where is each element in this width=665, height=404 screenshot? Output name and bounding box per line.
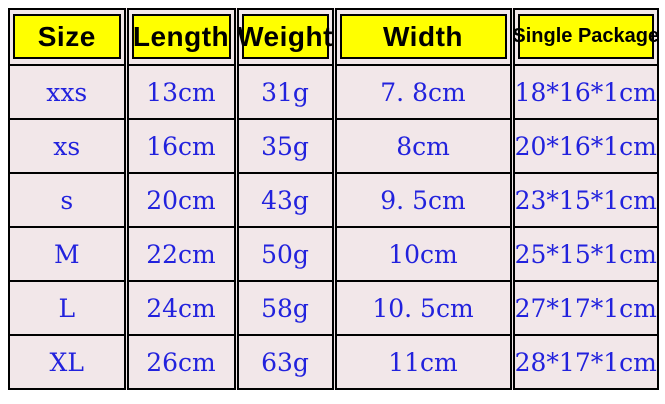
cell-weight: 31g xyxy=(233,64,334,120)
column-header-size: Size xyxy=(9,8,126,66)
cell-weight: 50g xyxy=(233,226,334,282)
column-header-length: Length xyxy=(123,8,236,66)
cell-length: 20cm xyxy=(123,172,236,228)
column-header-width: Width xyxy=(331,8,512,66)
cell-width: 11cm xyxy=(331,334,512,390)
table-row-xs: xs 16cm 35g 8cm 20*16*1cm xyxy=(9,118,658,174)
header-label-weight: Weight xyxy=(237,14,332,59)
table-row-xl: XL 26cm 63g 11cm 28*17*1cm xyxy=(9,334,658,390)
cell-weight: 35g xyxy=(233,118,334,174)
cell-size: xs xyxy=(9,118,126,174)
cell-size: L xyxy=(9,280,126,336)
cell-width: 10cm xyxy=(331,226,512,282)
cell-package: 20*16*1cm xyxy=(509,118,658,174)
cell-length: 22cm xyxy=(123,226,236,282)
column-header-weight: Weight xyxy=(233,8,334,66)
cell-length: 13cm xyxy=(123,64,236,120)
header-label-width: Width xyxy=(339,14,507,59)
cell-size: M xyxy=(9,226,126,282)
table-row-xxs: xxs 13cm 31g 7. 8cm 18*16*1cm xyxy=(9,64,658,120)
header-label-single-package: Single Package xyxy=(512,14,659,59)
cell-package: 28*17*1cm xyxy=(509,334,658,390)
cell-weight: 63g xyxy=(233,334,334,390)
cell-width: 9. 5cm xyxy=(331,172,512,228)
cell-width: 10. 5cm xyxy=(331,280,512,336)
table-row-m: M 22cm 50g 10cm 25*15*1cm xyxy=(9,226,658,282)
size-chart-table: Size Length Weight Width Single Package … xyxy=(8,8,659,390)
cell-package: 25*15*1cm xyxy=(509,226,658,282)
cell-width: 8cm xyxy=(331,118,512,174)
cell-length: 26cm xyxy=(123,334,236,390)
column-header-single-package: Single Package xyxy=(509,8,659,66)
cell-package: 27*17*1cm xyxy=(509,280,658,336)
cell-package: 18*16*1cm xyxy=(509,64,658,120)
table-header-row: Size Length Weight Width Single Package xyxy=(9,8,659,66)
cell-length: 24cm xyxy=(123,280,236,336)
cell-package: 23*15*1cm xyxy=(509,172,658,228)
cell-weight: 58g xyxy=(233,280,334,336)
header-label-size: Size xyxy=(13,14,121,59)
cell-weight: 43g xyxy=(233,172,334,228)
table-row-s: s 20cm 43g 9. 5cm 23*15*1cm xyxy=(9,172,658,228)
cell-width: 7. 8cm xyxy=(331,64,512,120)
cell-size: s xyxy=(9,172,126,228)
cell-size: XL xyxy=(9,334,126,390)
table-row-l: L 24cm 58g 10. 5cm 27*17*1cm xyxy=(9,280,658,336)
cell-length: 16cm xyxy=(123,118,236,174)
cell-size: xxs xyxy=(9,64,126,120)
header-label-length: Length xyxy=(131,14,231,59)
